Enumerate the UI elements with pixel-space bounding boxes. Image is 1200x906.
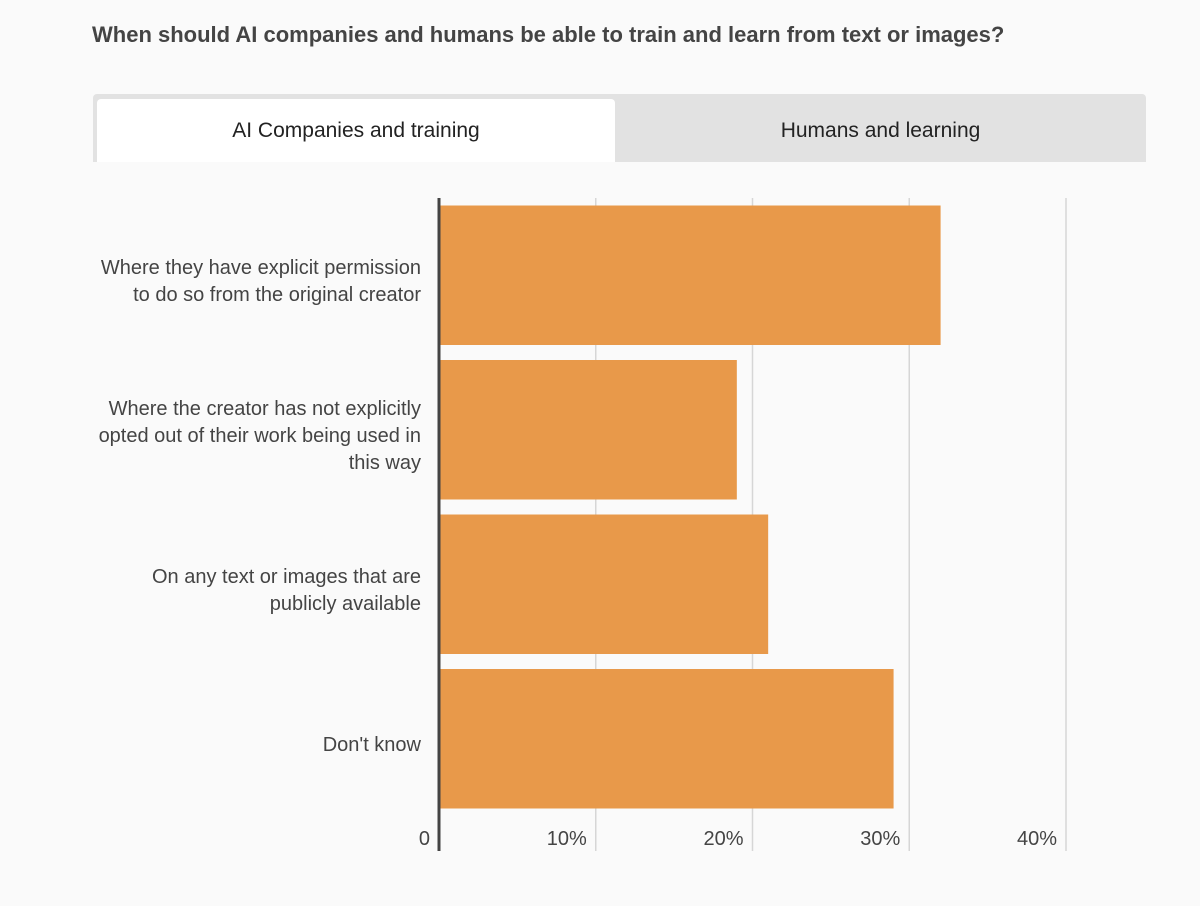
y-tick-label: Where they have explicit permission to do…	[101, 257, 421, 306]
bar	[439, 669, 894, 809]
x-tick-label: 0	[419, 828, 430, 850]
x-tick-label: 10%	[547, 828, 587, 850]
x-tick-label: 40%	[1017, 828, 1057, 850]
y-tick-label: Don't know	[323, 734, 422, 756]
tab[interactable]: Humans and learning	[780, 118, 981, 142]
y-tick-label: On any text or images that are publicly a…	[152, 566, 421, 615]
bar	[439, 514, 769, 654]
bar	[439, 360, 737, 500]
chart-title: When should AI companies and humans be a…	[92, 22, 1005, 47]
tab-bar: AI Companies and training Humans and lea…	[93, 94, 1146, 162]
y-tick-label: Where the creator has not explicitly opte…	[99, 398, 421, 474]
bar	[439, 205, 941, 345]
x-tick-label: 20%	[703, 828, 743, 850]
tab[interactable]: AI Companies and training	[97, 99, 615, 162]
x-tick-label: 30%	[860, 828, 900, 850]
